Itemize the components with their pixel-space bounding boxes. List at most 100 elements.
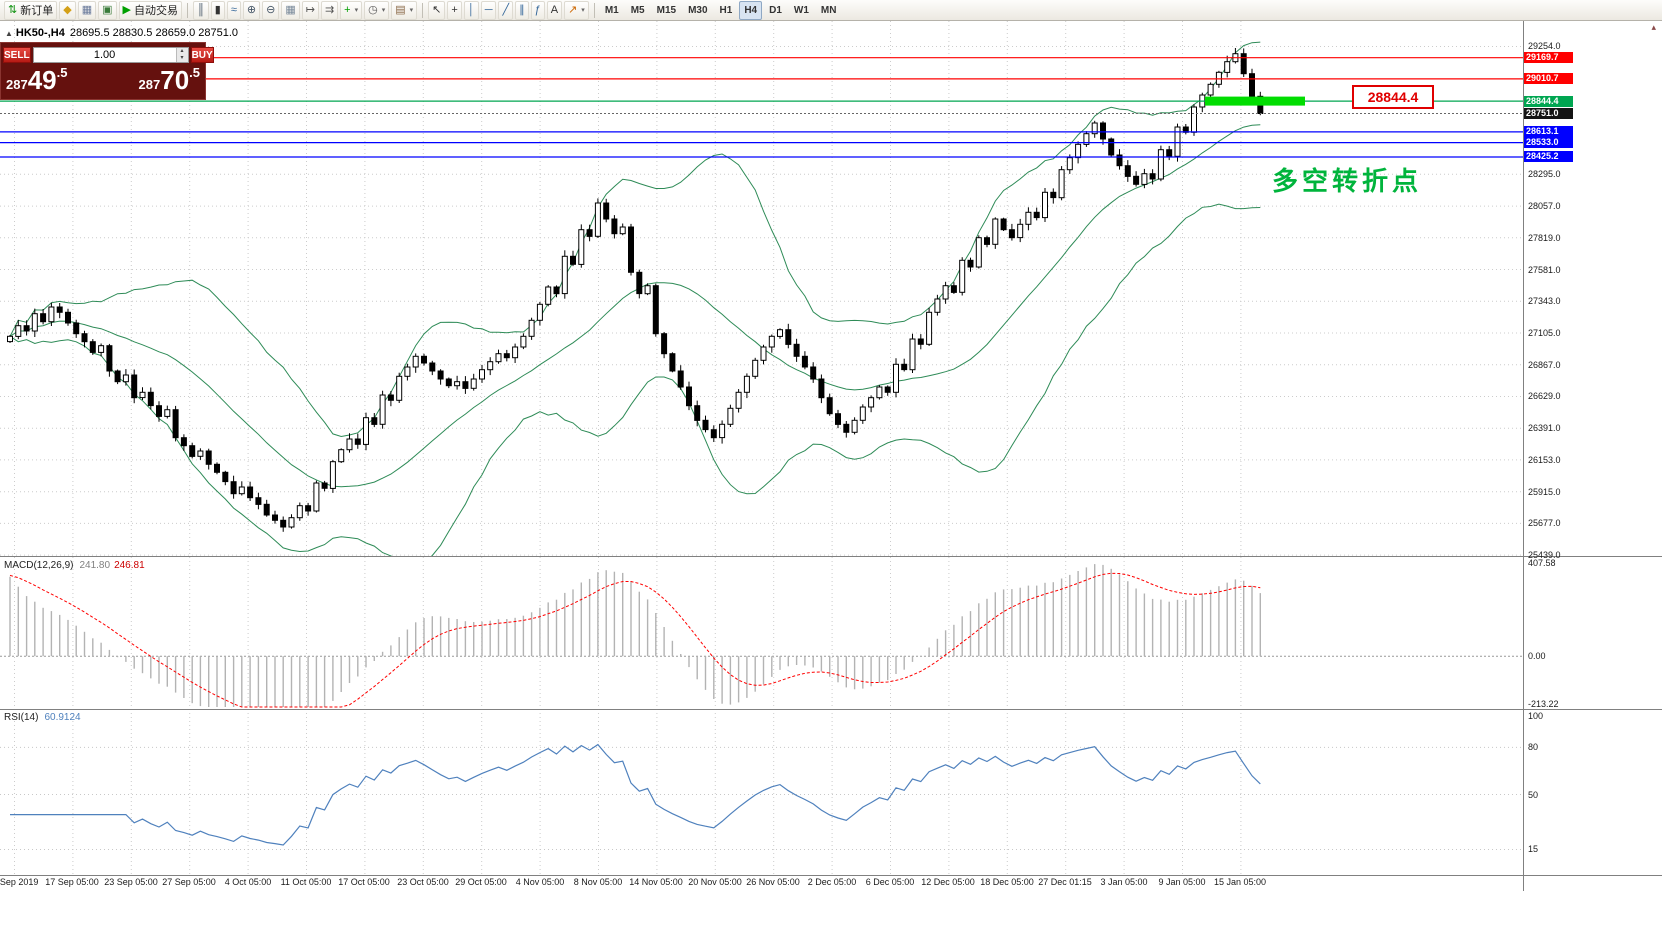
date-label[interactable]: 6 Dec 05:00 [865, 877, 915, 887]
date-label[interactable]: 23 Oct 05:00 [397, 877, 449, 887]
text-icon[interactable]: A [546, 0, 563, 20]
price-axis-label: 26391.0 [1528, 423, 1561, 433]
date-label[interactable]: 27 Dec 01:15 [1038, 877, 1092, 887]
price-axis-label: 28057.0 [1528, 201, 1561, 211]
rsi-name: RSI(14) [4, 712, 39, 723]
price-annotation-box[interactable]: 28844.4 [1352, 85, 1434, 109]
date-label[interactable]: 8 Nov 05:00 [573, 877, 623, 887]
price-line-tag: 29169.7 [1524, 52, 1573, 63]
volume-stepper[interactable]: ▴ ▾ [32, 47, 189, 63]
chevron-down-icon[interactable]: ▾ [381, 7, 386, 14]
date-label[interactable]: 18 Dec 05:00 [980, 877, 1034, 887]
horizontal-line-icon[interactable]: ─ [480, 0, 497, 20]
date-label[interactable]: 4 Oct 05:00 [224, 877, 272, 887]
price-axis-label: 25439.0 [1528, 550, 1561, 560]
volume-input[interactable] [33, 48, 176, 62]
timeframe-h1[interactable]: H1 [719, 4, 733, 16]
chart-shift-icon[interactable]: ⇉ [320, 0, 339, 20]
autotrading-play-icon: ▶ [122, 3, 131, 16]
date-label[interactable]: 23 Sep 05:00 [104, 877, 158, 887]
arrows-icon: ↗ [568, 3, 578, 16]
candlestick-chart-icon: ▮ [214, 3, 221, 16]
price-line-tag: 28425.2 [1524, 151, 1573, 162]
chevron-down-icon[interactable]: ▾ [581, 7, 585, 14]
pane-separators[interactable] [0, 21, 1662, 891]
timeframe-d1[interactable]: D1 [769, 4, 782, 16]
bar-chart-icon: ║ [196, 3, 205, 16]
auto-scroll-icon[interactable]: ↦ [301, 0, 319, 20]
trendline-icon[interactable]: ╱ [498, 0, 514, 20]
autotrading-button[interactable]: ▶ 自动交易 [118, 0, 182, 20]
date-label[interactable]: 17 Sep 05:00 [45, 877, 99, 887]
new-order-button[interactable]: ⇅ 新订单 [4, 0, 58, 20]
date-label[interactable]: 26 Nov 05:00 [746, 877, 800, 887]
timeframe-mn[interactable]: MN [820, 4, 837, 16]
cursor-icon[interactable]: ↖ [428, 0, 446, 20]
zoom-in-icon[interactable]: ⊕ [242, 0, 261, 20]
scroll-marker-icon[interactable]: ▴ [1651, 22, 1656, 32]
date-label[interactable]: 15 Jan 05:00 [1213, 877, 1267, 887]
timeframe-m1[interactable]: M1 [604, 4, 619, 16]
volume-decrease-icon[interactable]: ▾ [176, 55, 188, 62]
bar-chart-icon[interactable]: ║ [192, 0, 209, 20]
templates-icon[interactable]: ▤ ▾ [391, 0, 418, 20]
new-order-button-label: 新订单 [20, 5, 54, 17]
symbol-name: HK50-,H4 [15, 27, 65, 39]
sell-button[interactable]: SELL [3, 47, 31, 63]
line-chart-icon: ≈ [230, 3, 237, 16]
timeframe-m30[interactable]: M30 [688, 4, 708, 16]
charts-grid-icon[interactable]: ▦ [77, 0, 97, 20]
macd-label: MACD(12,26,9) 241.80 246.81 [4, 560, 145, 571]
fibonacci-icon[interactable]: ƒ [530, 0, 545, 20]
price-axis-label: 27343.0 [1528, 296, 1561, 306]
candlestick-chart-icon[interactable]: ▮ [210, 0, 225, 20]
chart-area[interactable]: ▲ HK50-,H4 28695.5 28830.5 28659.0 28751.0… [0, 21, 1662, 946]
current-price-tag: 28751.0 [1524, 108, 1573, 119]
date-label[interactable]: 20 Nov 05:00 [688, 877, 742, 887]
terminal-icon[interactable]: ▣ [98, 0, 117, 20]
periods-icon[interactable]: ◷ ▾ [364, 0, 390, 20]
zoom-out-icon[interactable]: ⊖ [262, 0, 280, 20]
date-label[interactable]: 9 Jan 05:00 [1158, 877, 1206, 887]
price-axis-label: 27105.0 [1528, 328, 1561, 338]
horizontal-price-lines[interactable] [0, 57, 1523, 158]
market-watch-icon[interactable]: ◆ [59, 0, 76, 20]
line-chart-icon[interactable]: ≈ [226, 0, 241, 20]
volume-spinner[interactable]: ▴ ▾ [175, 48, 188, 62]
date-label[interactable]: 2 Dec 05:00 [807, 877, 857, 887]
candlestick-series[interactable] [7, 48, 1264, 532]
chart-canvas[interactable] [0, 21, 1662, 946]
tile-windows-icon[interactable]: ▦ [281, 0, 300, 20]
trade-panel-prices: 28749.5 28770.5 [1, 65, 205, 95]
date-label[interactable]: 11 Oct 05:00 [280, 877, 332, 887]
indicators-icon[interactable]: + ▾ [340, 0, 363, 20]
chevron-down-icon[interactable]: ▾ [409, 7, 414, 14]
price-line-tag: 28844.4 [1524, 96, 1573, 107]
timeframe-w1[interactable]: W1 [793, 4, 809, 16]
date-label[interactable]: 12 Dec 05:00 [921, 877, 975, 887]
buy-button[interactable]: BUY [190, 47, 214, 63]
date-label[interactable]: 27 Sep 05:00 [162, 877, 216, 887]
vertical-line-icon[interactable]: │ [463, 0, 479, 20]
timeframe-h4[interactable]: H4 [739, 0, 763, 20]
price-axis-label: 27819.0 [1528, 233, 1561, 243]
date-label[interactable]: 3 Jan 05:00 [1100, 877, 1148, 887]
date-label[interactable]: 11 Sep 2019 [0, 877, 39, 887]
rsi-value: 60.9124 [44, 712, 81, 723]
rsi-indicator [0, 743, 1523, 850]
arrows-icon[interactable]: ↗ ▾ [564, 0, 589, 20]
equidistant-channel-icon[interactable]: ∥ [515, 0, 529, 20]
timeframe-m5[interactable]: M5 [630, 4, 645, 16]
volume-increase-icon[interactable]: ▴ [176, 48, 188, 55]
date-label[interactable]: 17 Oct 05:00 [338, 877, 390, 887]
toolbar-separator [593, 2, 595, 18]
date-label[interactable]: 14 Nov 05:00 [629, 877, 683, 887]
ohlc-values: 28695.5 28830.5 28659.0 28751.0 [69, 27, 239, 39]
timeframe-m15[interactable]: M15 [656, 4, 677, 16]
macd-signal-value: 246.81 [114, 560, 145, 571]
date-label[interactable]: 4 Nov 05:00 [515, 877, 565, 887]
crosshair-icon[interactable]: + [447, 0, 462, 20]
chevron-down-icon[interactable]: ▾ [354, 7, 359, 14]
date-label[interactable]: 29 Oct 05:00 [455, 877, 507, 887]
